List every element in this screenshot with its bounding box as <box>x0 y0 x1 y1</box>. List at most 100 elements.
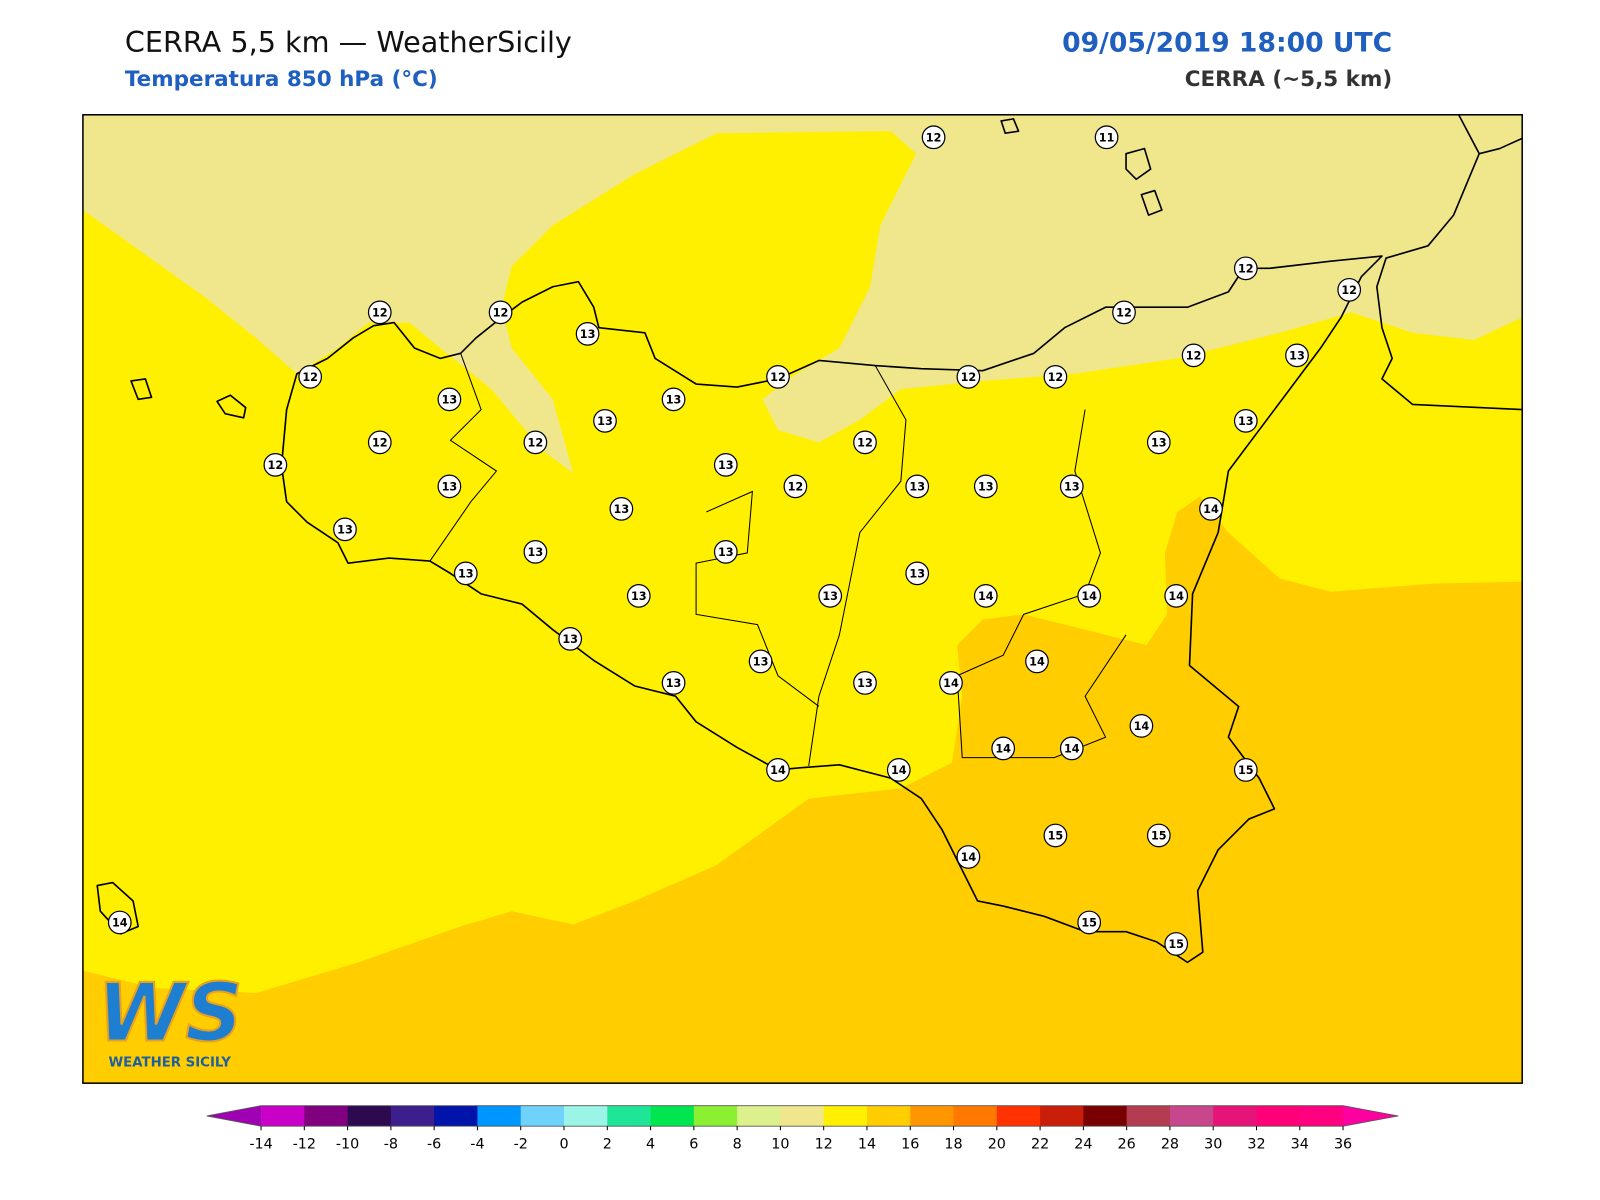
station-value: 13 <box>909 480 925 493</box>
station-value: 13 <box>337 523 353 536</box>
logo-name: WEATHER SICILY <box>109 1056 232 1071</box>
colorbar-swatch <box>607 1105 652 1127</box>
station-value: 13 <box>718 546 734 559</box>
station-value: 13 <box>1064 480 1080 493</box>
station-value: 13 <box>718 459 734 472</box>
island <box>216 394 247 419</box>
station-marker <box>367 430 392 455</box>
station-marker <box>488 300 513 325</box>
station-marker <box>713 453 738 477</box>
datetime: 09/05/2019 18:00 UTC <box>1062 28 1392 59</box>
station-value: 12 <box>302 371 318 384</box>
colorbar-swatch <box>1299 1105 1344 1127</box>
field <box>82 114 1523 1084</box>
station-value: 13 <box>1238 415 1254 428</box>
station-value: 14 <box>943 677 959 690</box>
colorbar-swatch <box>347 1105 392 1127</box>
station-value: 14 <box>112 916 128 929</box>
station-marker <box>1181 343 1206 368</box>
station-marker <box>1043 364 1068 389</box>
colorbar-tick-label: 10 <box>771 1137 789 1153</box>
station-marker <box>921 125 946 150</box>
station-value: 12 <box>1186 349 1202 362</box>
colorbar-extend-low <box>206 1105 262 1127</box>
station-marker <box>886 758 911 782</box>
coastline <box>1376 114 1523 411</box>
colorbar-tick-label: 30 <box>1204 1137 1222 1153</box>
station-value: 13 <box>580 328 596 341</box>
station-value: 12 <box>1238 262 1254 275</box>
station-marker <box>263 453 288 477</box>
station-marker <box>523 540 548 564</box>
station-marker <box>1233 256 1258 281</box>
model: CERRA (~5,5 km) <box>1185 67 1392 92</box>
colorbar-swatch <box>650 1105 695 1127</box>
colorbar-swatch <box>823 1105 868 1127</box>
station-value: 14 <box>1134 720 1150 733</box>
station-value: 12 <box>961 371 977 384</box>
station-marker <box>766 364 790 389</box>
colorbar-tick-label: 22 <box>1031 1137 1049 1153</box>
station-value: 12 <box>1048 371 1064 384</box>
colorbar-tick-label: 20 <box>988 1137 1006 1153</box>
station-marker <box>558 627 583 651</box>
colorbar-swatch <box>996 1105 1041 1127</box>
station-marker <box>609 497 634 521</box>
station-value: 13 <box>597 415 613 428</box>
station-marker <box>1146 430 1171 455</box>
station-value: 13 <box>753 655 769 668</box>
station-marker <box>1077 910 1102 935</box>
station-value: 14 <box>978 590 994 603</box>
station-value: 13 <box>631 590 647 603</box>
colorbar-swatch <box>1213 1105 1258 1127</box>
station-marker <box>1285 343 1309 368</box>
station-value: 14 <box>1064 742 1080 755</box>
colorbar-swatch <box>953 1105 998 1127</box>
station-value: 13 <box>442 480 458 493</box>
island <box>1125 147 1152 181</box>
colorbar-swatch <box>390 1105 435 1127</box>
colorbar-tick-label: 0 <box>559 1137 568 1153</box>
colorbar-tick-label: 14 <box>858 1137 876 1153</box>
colorbar-tick-label: 16 <box>901 1137 919 1153</box>
colorbar-tick-label: 2 <box>603 1137 612 1153</box>
colorbar-tick-label: -6 <box>427 1137 441 1153</box>
colorbar-tick-label: 6 <box>689 1137 698 1153</box>
colorbar-swatch <box>434 1105 478 1127</box>
station-marker <box>956 364 981 389</box>
station-value: 12 <box>926 131 942 144</box>
province-border <box>808 365 907 766</box>
station-value: 13 <box>562 633 578 646</box>
colorbar-swatch <box>477 1105 522 1127</box>
colorbar-swatch <box>1040 1105 1084 1127</box>
station-marker <box>853 430 877 455</box>
station-value: 14 <box>891 764 907 777</box>
station-marker <box>453 561 478 586</box>
station-marker <box>1233 758 1258 782</box>
colorbar-swatch <box>261 1105 305 1127</box>
station-value: 13 <box>666 393 682 406</box>
colorbar-tick-label: 28 <box>1161 1137 1179 1153</box>
station-marker <box>626 584 651 608</box>
station-value: 14 <box>770 764 786 777</box>
colorbar-tick-label: 36 <box>1334 1137 1352 1153</box>
station-value: 15 <box>1048 829 1064 842</box>
station-value: 12 <box>1341 284 1357 297</box>
station-value: 15 <box>1081 916 1097 929</box>
station-value: 13 <box>614 503 630 516</box>
station-marker <box>593 408 617 433</box>
station-marker <box>1129 714 1154 738</box>
station-value: 13 <box>978 480 994 493</box>
station-marker <box>107 910 132 935</box>
station-value: 14 <box>1203 503 1219 516</box>
province-border <box>695 490 820 707</box>
colorbar-tick-label: 34 <box>1291 1137 1309 1153</box>
station-marker <box>437 474 462 499</box>
title: CERRA 5,5 km — WeatherSicily <box>125 25 572 59</box>
colorbar-swatch <box>866 1105 911 1127</box>
station-marker <box>1337 277 1362 302</box>
station-value: 11 <box>1099 131 1115 144</box>
colorbar-swatch <box>693 1105 738 1127</box>
colorbar-tick-label: -12 <box>293 1137 316 1153</box>
